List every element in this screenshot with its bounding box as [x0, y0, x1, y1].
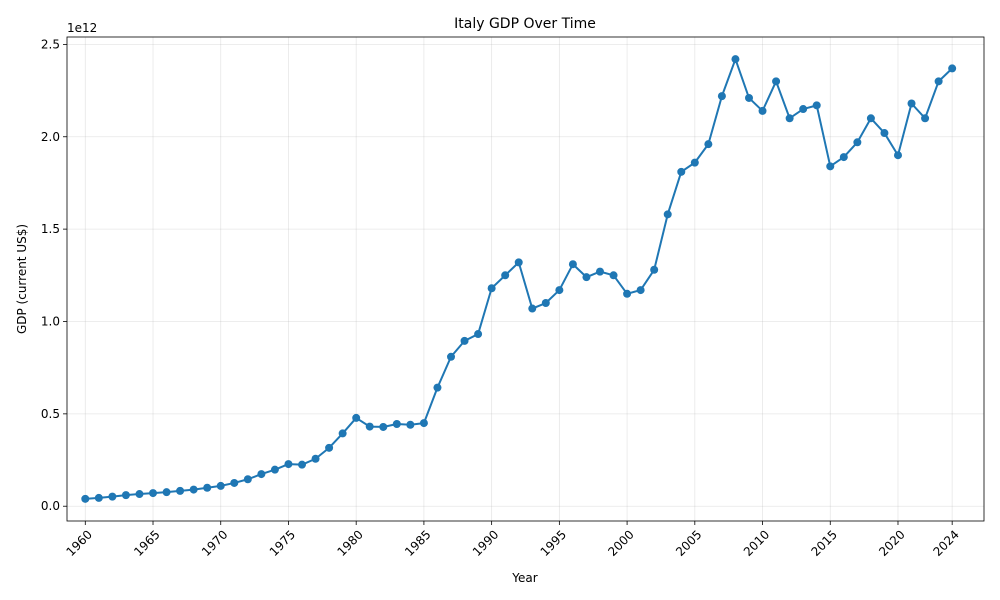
- gdp-data-point: [176, 486, 185, 495]
- gdp-data-point: [839, 153, 848, 162]
- x-tick-label: 2000: [605, 527, 636, 558]
- x-tick-label: 2024: [930, 527, 961, 558]
- gdp-data-point: [243, 475, 252, 484]
- gdp-data-point: [433, 383, 442, 392]
- gdp-data-point: [650, 265, 659, 274]
- gdp-data-point: [392, 420, 401, 429]
- gdp-data-point: [799, 105, 808, 114]
- gdp-data-point: [365, 422, 374, 431]
- gdp-data-point: [907, 99, 916, 108]
- x-axis-label: Year: [511, 571, 537, 585]
- gdp-data-point: [121, 491, 130, 500]
- gdp-data-point: [257, 470, 266, 479]
- gdp-data-point: [690, 158, 699, 167]
- gdp-data-point: [921, 114, 930, 123]
- gdp-data-point: [162, 488, 171, 497]
- gdp-data-point: [514, 258, 523, 267]
- y-tick-label: 0.0: [41, 499, 60, 513]
- gdp-data-point: [338, 429, 347, 438]
- gdp-data-point: [948, 64, 957, 73]
- gdp-data-point: [541, 299, 550, 308]
- gdp-data-point: [284, 460, 293, 469]
- gdp-data-point: [893, 151, 902, 160]
- gdp-data-point: [108, 492, 117, 501]
- gdp-data-point: [677, 167, 686, 176]
- gdp-data-point: [812, 101, 821, 110]
- chart-title: Italy GDP Over Time: [454, 16, 596, 32]
- gdp-data-point: [81, 494, 90, 503]
- y-tick-label: 2.0: [41, 130, 60, 144]
- y-tick-label: 2.5: [41, 37, 60, 51]
- y-tick-label: 0.5: [41, 407, 60, 421]
- gdp-data-point: [311, 454, 320, 463]
- y-tick-label: 1.0: [41, 314, 60, 328]
- axes: 1960 1965 1970 1975 1980 1985 1990 1995 2000 2005…: [41, 36, 985, 559]
- x-tick-label: 2015: [809, 527, 840, 558]
- gdp-data-point: [717, 92, 726, 101]
- gdp-data-point: [636, 286, 645, 295]
- plot-frame: [66, 36, 985, 522]
- gdp-data-point: [189, 485, 198, 494]
- gdp-data-point: [663, 210, 672, 219]
- gdp-data-point: [487, 284, 496, 293]
- gdp-data-point: [785, 114, 794, 123]
- x-tick-label: 1990: [470, 527, 501, 558]
- grid: [67, 37, 984, 521]
- gdp-data-point: [447, 352, 456, 361]
- gdp-data-point: [149, 489, 158, 498]
- gdp-data-point: [325, 443, 334, 452]
- y-tick-label: 1.5: [41, 222, 60, 236]
- gdp-data-point: [853, 138, 862, 147]
- gdp-data-point: [94, 493, 103, 502]
- gdp-data-point: [582, 273, 591, 282]
- x-tick-label: 1995: [538, 527, 569, 558]
- gdp-data-point: [772, 77, 781, 86]
- y-offset-label: 1e12: [67, 21, 97, 35]
- gdp-data-point: [826, 162, 835, 171]
- gdp-data-point: [406, 420, 415, 429]
- x-tick-label: 1975: [267, 527, 298, 558]
- gdp-data-point: [595, 267, 604, 276]
- gdp-data-point: [731, 55, 740, 64]
- x-tick-label: 2005: [673, 527, 704, 558]
- y-axis-label: GDP (current US$): [15, 224, 29, 334]
- gdp-data-point: [758, 106, 767, 115]
- gdp-data-point: [934, 77, 943, 86]
- gdp-data-point: [270, 465, 279, 474]
- gdp-data-point: [866, 114, 875, 123]
- gdp-data-point: [203, 483, 212, 492]
- gdp-data-point: [528, 304, 537, 313]
- x-tick-label: 2020: [876, 527, 907, 558]
- x-tick-label: 1985: [402, 527, 433, 558]
- x-tick-label: 1960: [64, 527, 95, 558]
- x-tick-label: 2010: [741, 527, 772, 558]
- gdp-data-point: [609, 271, 618, 280]
- gdp-data-point: [230, 478, 239, 487]
- gdp-data-point: [744, 93, 753, 102]
- gdp-data-point: [568, 260, 577, 269]
- gdp-data-point: [460, 336, 469, 345]
- gdp-data-point: [704, 140, 713, 149]
- x-tick-label: 1980: [334, 527, 365, 558]
- gdp-data-point: [135, 490, 144, 499]
- gdp-data-point: [352, 413, 361, 422]
- gdp-series-line: [85, 58, 953, 500]
- gdp-data-point: [298, 460, 307, 469]
- gdp-data-point: [379, 422, 388, 431]
- gdp-data-point: [474, 330, 483, 339]
- x-tick-label: 1970: [199, 527, 230, 558]
- series-layer: [81, 55, 957, 503]
- gdp-data-point: [623, 289, 632, 298]
- gdp-data-point: [880, 129, 889, 138]
- gdp-data-point: [555, 286, 564, 295]
- gdp-data-point: [216, 481, 225, 490]
- x-tick-label: 1965: [131, 527, 162, 558]
- gdp-data-point: [501, 271, 510, 280]
- gdp-data-point: [419, 419, 428, 428]
